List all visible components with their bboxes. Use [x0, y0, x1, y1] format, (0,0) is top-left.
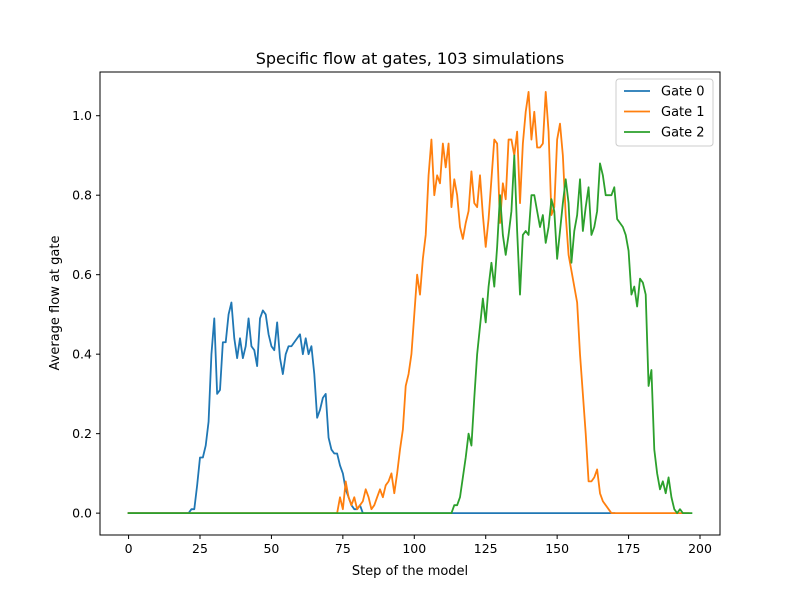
y-tick-label: 1.0 — [72, 108, 92, 123]
x-axis-label: Step of the model — [352, 564, 468, 579]
plot-lines — [127, 90, 693, 515]
series-line-gate-0 — [127, 301, 616, 515]
x-tick-label: 150 — [545, 541, 569, 556]
x-tick-label: 0 — [125, 541, 133, 556]
y-tick-label: 0.2 — [72, 426, 92, 441]
x-tick-label: 25 — [192, 541, 208, 556]
chart-title: Specific flow at gates, 103 simulations — [256, 49, 565, 68]
axes-frame — [99, 71, 721, 536]
legend: Gate 0 Gate 1 Gate 2 — [615, 78, 714, 147]
y-tick-label: 0.6 — [72, 267, 92, 282]
x-tick-label: 100 — [402, 541, 426, 556]
y-tick-label: 0.0 — [72, 506, 92, 521]
x-tick-label: 125 — [474, 541, 498, 556]
y-axis-label: Average flow at gate — [48, 236, 63, 371]
legend-box — [615, 78, 714, 147]
y-tick-label: 0.8 — [72, 188, 92, 203]
y-tick-label: 0.4 — [72, 347, 92, 362]
legend-label-gate-2: Gate 2 — [661, 126, 705, 141]
series-line-gate-2 — [127, 154, 693, 515]
x-axis-ticks: 0 25 50 75 100 125 150 175 200 — [125, 535, 712, 556]
x-tick-label: 50 — [263, 541, 279, 556]
series-line-gate-1 — [127, 90, 690, 515]
y-axis-ticks: 0.0 0.2 0.4 0.6 0.8 1.0 — [72, 108, 100, 521]
x-tick-label: 200 — [688, 541, 712, 556]
legend-label-gate-0: Gate 0 — [661, 85, 705, 100]
legend-label-gate-1: Gate 1 — [661, 105, 705, 120]
x-tick-label: 175 — [617, 541, 641, 556]
x-tick-label: 75 — [335, 541, 351, 556]
